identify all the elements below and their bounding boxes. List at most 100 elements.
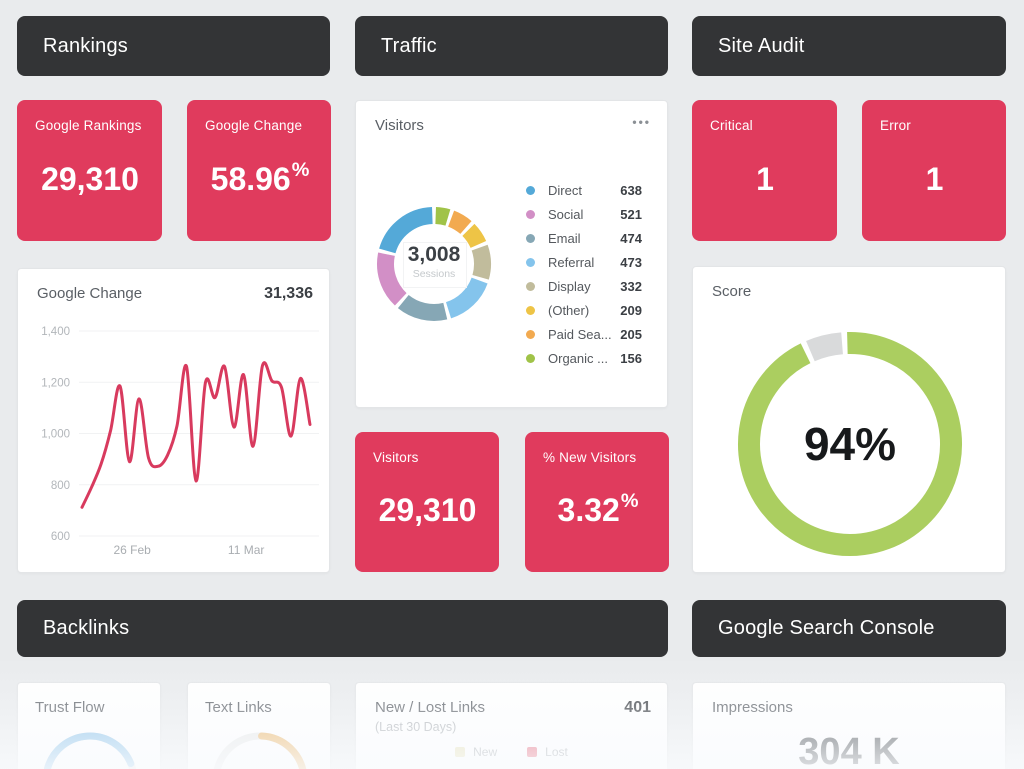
legend-value: 205 [620, 326, 642, 342]
chart-title: Text Links [205, 699, 272, 716]
stat-value: 1 [925, 160, 944, 197]
chart-title: New / Lost Links [375, 699, 486, 716]
stat-label: Visitors [373, 450, 419, 465]
stat-label: % New Visitors [543, 450, 637, 465]
stat-card-google-change: Google Change 58.96% [187, 100, 331, 241]
chart-title: Score [712, 283, 752, 300]
chart-title: Trust Flow [35, 699, 105, 716]
legend-value: 156 [620, 350, 642, 366]
legend-dot-icon [526, 257, 535, 267]
impressions-card: Impressions 304 K [692, 682, 1006, 769]
legend-item: Paid Sea... 205 [526, 322, 642, 346]
stat-value: 29,310 [41, 160, 139, 197]
legend-item: (Other) 209 [526, 298, 642, 322]
score-donut-chart [693, 267, 1005, 572]
section-header-rankings: Rankings [17, 16, 330, 76]
trust-flow-gauge [18, 683, 160, 769]
stat-value: 3.32% [557, 490, 639, 528]
legend-dot-icon [526, 353, 535, 363]
svg-text:26 Feb: 26 Feb [113, 543, 151, 557]
google-change-line-chart: 600 800 1,000 1,200 1,400 26 Feb 11 Mar [18, 269, 329, 572]
svg-text:1,000: 1,000 [41, 429, 70, 441]
score-chart-card: Score 94% [692, 266, 1006, 573]
legend-label: Display [548, 278, 591, 294]
more-options-icon[interactable]: ••• [632, 115, 651, 129]
section-header-backlinks: Backlinks [17, 600, 668, 657]
chart-title: Google Change [37, 285, 143, 302]
legend-value: 332 [620, 278, 642, 294]
legend-value: 638 [620, 182, 642, 198]
legend-item: Display 332 [526, 274, 642, 298]
trust-flow-card: Trust Flow [17, 682, 161, 769]
section-title: Site Audit [718, 34, 805, 57]
stat-card-google-rankings: Google Rankings 29,310 [17, 100, 162, 241]
legend-label: Lost [545, 745, 568, 759]
section-title: Traffic [381, 34, 437, 57]
section-title: Rankings [43, 34, 128, 57]
chart-title: Visitors [375, 117, 424, 134]
legend-label: Paid Sea... [548, 326, 612, 342]
stat-card-visitors: Visitors 29,310 [355, 432, 499, 572]
visitors-donut-chart [356, 101, 667, 407]
svg-text:600: 600 [51, 531, 70, 543]
text-links-card: Text Links [187, 682, 331, 769]
score-value: 94% [803, 418, 897, 470]
stat-value: 29,310 [378, 492, 477, 528]
legend-value: 209 [620, 302, 642, 318]
chart-title-block: New / Lost Links (Last 30 Days) [375, 699, 485, 734]
legend-item: Direct 638 [526, 178, 642, 202]
stat-card-critical: Critical 1 [692, 100, 837, 241]
legend-item: Referral 473 [526, 250, 642, 274]
stat-value: 1 [756, 160, 774, 197]
legend-dot-icon [526, 185, 535, 195]
legend-label: Email [548, 230, 581, 246]
legend-item: Lost [527, 745, 568, 759]
donut-center-box [403, 242, 467, 288]
section-title: Backlinks [43, 617, 130, 639]
legend-dot-icon [526, 281, 535, 291]
chart-current-value: 31,336 [264, 285, 313, 302]
svg-text:1,400: 1,400 [41, 326, 70, 338]
section-header-traffic: Traffic [355, 16, 668, 76]
stat-card-error: Error 1 [862, 100, 1006, 241]
sessions-label: Sessions [412, 268, 456, 280]
section-title: Google Search Console [718, 617, 935, 639]
legend-item: New [455, 745, 497, 759]
new-lost-legend: New Lost [356, 745, 667, 759]
legend-swatch-icon [455, 747, 466, 757]
impressions-value: 304 K [798, 731, 900, 769]
svg-text:11 Mar: 11 Mar [228, 543, 264, 557]
section-header-site-audit: Site Audit [692, 16, 1006, 76]
text-links-gauge [188, 683, 330, 769]
legend-label: Referral [548, 254, 595, 270]
legend-item: Organic ... 156 [526, 346, 642, 370]
visitors-legend: Direct 638 Social 521 Email 474 Referral 473 Dis… [526, 178, 642, 370]
section-header-google-search-console: Google Search Console [692, 600, 1006, 657]
legend-value: 474 [620, 230, 642, 246]
stat-label: Critical [710, 118, 753, 133]
legend-value: 473 [620, 254, 642, 270]
legend-dot-icon [526, 209, 535, 219]
chart-title: Impressions [712, 699, 793, 716]
google-change-chart-card: Google Change 31,336 600 800 1,000 1,200 1,4… [17, 268, 330, 573]
legend-value: 521 [620, 206, 642, 222]
visitors-chart-card: Visitors ••• 3,008 Sessions Direct 638 Soc… [355, 100, 668, 408]
stat-card-new-visitors: % New Visitors 3.32% [525, 432, 669, 572]
legend-label: Direct [548, 182, 582, 198]
legend-swatch-icon [527, 747, 538, 757]
legend-label: (Other) [548, 302, 590, 318]
new-lost-links-card: New / Lost Links (Last 30 Days) 401 New L… [355, 682, 668, 769]
legend-dot-icon [526, 305, 535, 315]
legend-item: Email 474 [526, 226, 642, 250]
sessions-total: 3,008 [407, 243, 461, 266]
legend-dot-icon [526, 233, 535, 243]
donut-center: 3,008 Sessions [384, 243, 484, 280]
legend-item: Social 521 [526, 202, 642, 226]
legend-label: Organic ... [548, 350, 608, 366]
stat-label: Google Change [205, 118, 303, 133]
chart-subtitle: (Last 30 Days) [375, 720, 457, 734]
chart-total-value: 401 [624, 699, 651, 716]
legend-dot-icon [526, 329, 535, 339]
svg-text:800: 800 [51, 480, 70, 492]
